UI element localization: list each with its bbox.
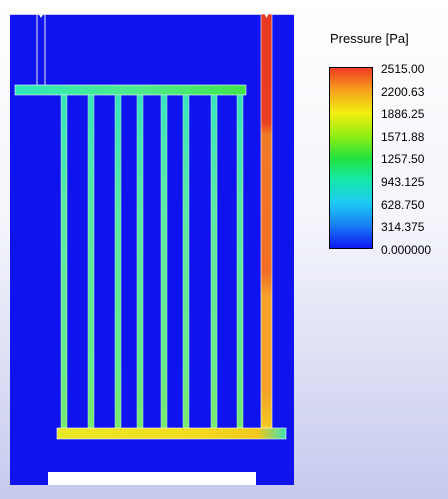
- inlet-marker-icon: [37, 11, 45, 18]
- legend-title: Pressure [Pa]: [330, 31, 409, 46]
- max-pressure-probe-label: 2510.07 Pa: [271, 3, 333, 17]
- top-header: [14, 84, 247, 96]
- bottom-header: [56, 427, 287, 440]
- tube: [114, 94, 122, 432]
- color-legend-bar[interactable]: [329, 67, 373, 249]
- tube: [236, 94, 244, 432]
- tube: [60, 94, 68, 432]
- tube: [210, 94, 218, 432]
- tube: [87, 94, 95, 432]
- tube: [160, 94, 168, 432]
- legend-tick-label: 943.125: [381, 175, 425, 189]
- legend-tick-label: 1886.25: [381, 107, 425, 122]
- min-pressure-probe-label: 2.09842 Pa: [45, 3, 107, 17]
- outlet-pipe: [260, 13, 273, 431]
- legend-tick-label: 1257.50: [381, 152, 425, 167]
- legend-tick-label: 1571.88: [381, 129, 425, 144]
- legend-tick-label: 628.750: [381, 197, 425, 212]
- bottom-wall: [48, 472, 256, 485]
- tube: [136, 94, 144, 432]
- tube: [182, 94, 190, 432]
- legend-tick-label: 2200.63: [381, 84, 425, 99]
- domain-background: [10, 14, 294, 485]
- outlet-marker-icon: [263, 11, 270, 18]
- legend-tick-label: 2515.00: [381, 62, 425, 76]
- legend-tick-label: 0.000000: [381, 242, 432, 257]
- legend-tick-label: 314.375: [381, 220, 425, 235]
